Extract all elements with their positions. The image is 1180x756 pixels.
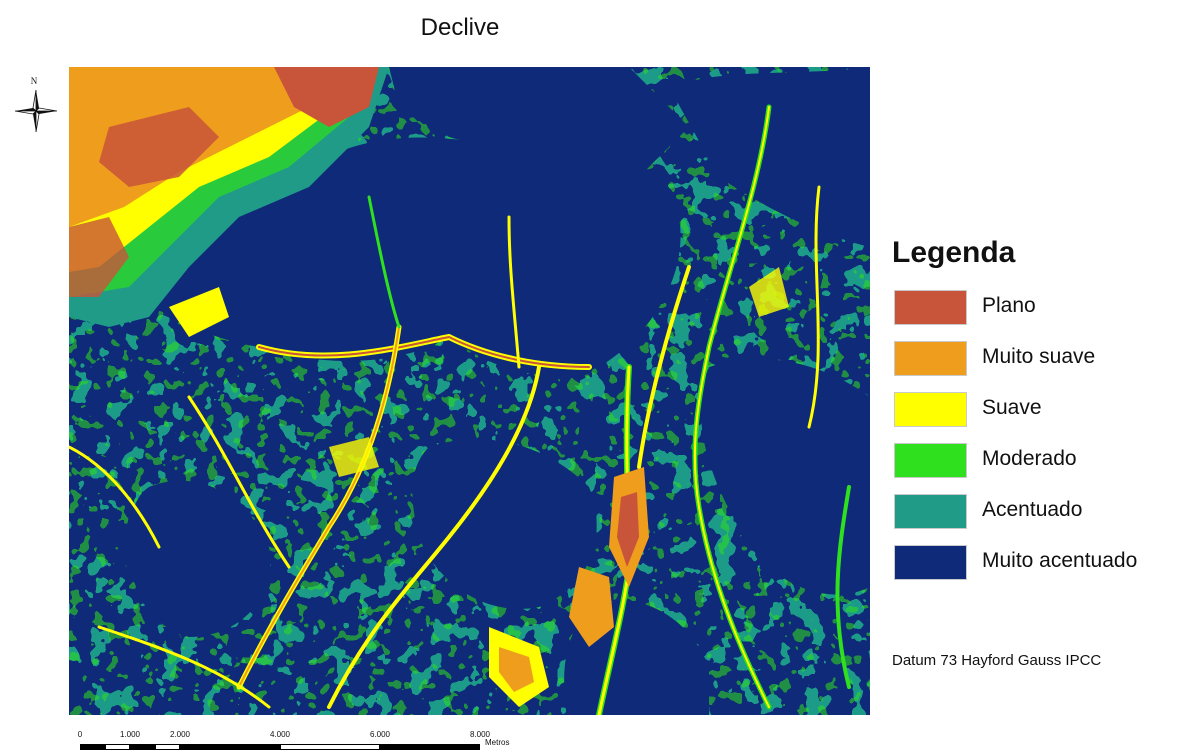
legend-swatch [894,494,967,529]
legend-label: Moderado [982,447,1077,470]
compass-rose-icon [14,89,58,133]
map-title: Declive [420,14,500,41]
scale-segment [130,744,155,750]
scale-segment [105,744,130,750]
scale-tick: 4.000 [269,730,291,739]
legend-swatch [894,290,967,325]
legend-item-muito-suave: Muito suave [892,341,1172,392]
scale-segment [80,744,105,750]
legend-item-suave: Suave [892,392,1172,443]
legend-item-plano: Plano [892,290,1172,341]
scale-tick: 0 [77,730,83,739]
scale-bar: 0 1.000 2.000 4.000 6.000 8.000 Metros [70,730,509,756]
legend-swatch [894,443,967,478]
slope-map [69,67,870,715]
north-letter: N [30,76,38,86]
slope-raster [69,67,870,715]
scale-tick: 2.000 [169,730,191,739]
scale-tick: 8.000 [469,730,491,739]
legend-label: Acentuado [982,498,1083,521]
north-arrow: N [10,76,58,140]
legend-item-moderado: Moderado [892,443,1172,494]
legend-swatch [894,341,967,376]
legend-title: Legenda [892,236,1016,269]
scale-segment [155,744,180,750]
scale-segment [280,744,380,750]
datum-note: Datum 73 Hayford Gauss IPCC [892,652,1102,669]
scale-segment [180,744,280,750]
legend-label: Muito suave [982,345,1096,368]
legend-label: Muito acentuado [982,549,1138,572]
legend-label: Suave [982,396,1042,419]
scale-tick: 1.000 [119,730,141,739]
legend-label: Plano [982,294,1036,317]
legend-swatch [894,392,967,427]
legend-swatch [894,545,967,580]
legend-item-acentuado: Acentuado [892,494,1172,545]
scale-segment [380,744,480,750]
legend-item-muito-acentuado: Muito acentuado [892,545,1172,596]
map-legend: Legenda Plano Muito suave Suave Moderado… [892,236,1172,596]
scale-unit: Metros [485,738,510,747]
scale-tick: 6.000 [369,730,391,739]
